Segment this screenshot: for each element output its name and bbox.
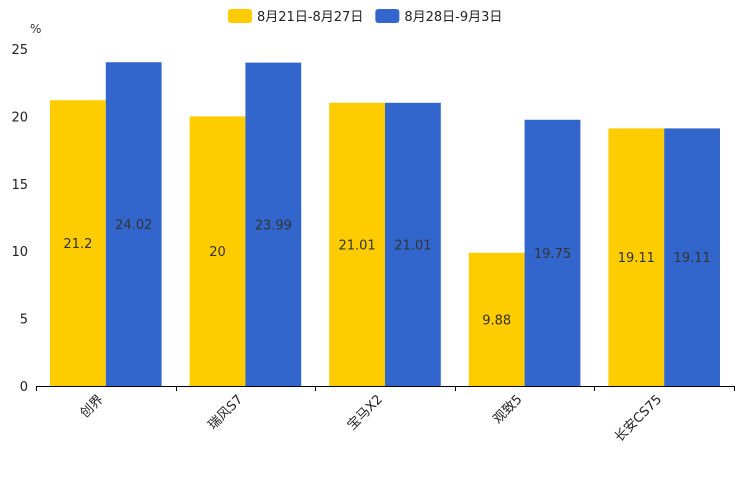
y-tick-label: 5: [20, 313, 28, 328]
x-tick-label: 宝马X2: [345, 392, 386, 433]
data-label: 21.2: [63, 237, 92, 252]
x-tick-label: 瑞风S7: [206, 392, 247, 433]
data-label: 21.01: [338, 238, 375, 253]
bar: [329, 102, 385, 386]
data-label: 9.88: [482, 313, 511, 328]
bars: 21.2 24.02 20 23.99 21.01 21.01 9.88 19.75 19.11…: [50, 62, 720, 387]
bar: [524, 119, 581, 387]
y-tick-label: 15: [11, 178, 28, 193]
x-axis: 创界 瑞风S7 宝马X2 观致5 长安CS75: [36, 386, 735, 445]
y-axis-label: %: [30, 22, 41, 36]
data-label: 21.01: [394, 238, 431, 253]
legend-swatch[interactable]: [375, 9, 400, 23]
y-tick-label: 0: [20, 380, 28, 395]
data-label: 19.75: [534, 247, 571, 262]
data-label: 19.11: [618, 251, 655, 266]
bar: [664, 128, 720, 386]
y-axis: 0 5 10 15 20 25: [11, 43, 28, 395]
bar: [245, 62, 302, 386]
data-label: 23.99: [255, 218, 292, 233]
legend-label[interactable]: 8月21日-8月27日: [257, 10, 363, 25]
y-tick-label: 10: [11, 245, 28, 260]
bar: [608, 128, 665, 386]
legend: 8月21日-8月27日 8月28日-9月3日: [228, 9, 502, 25]
x-tick-label: 创界: [78, 392, 107, 421]
legend-label[interactable]: 8月28日-9月3日: [404, 10, 502, 25]
bar: [468, 252, 525, 386]
data-label: 24.02: [115, 218, 152, 233]
bar: [189, 116, 246, 387]
bar: [385, 102, 441, 386]
bar: [50, 100, 106, 386]
legend-swatch[interactable]: [228, 9, 252, 23]
y-tick-label: 25: [11, 43, 28, 58]
x-tick-label: 观致5: [491, 392, 526, 427]
data-label: 20: [209, 245, 226, 260]
data-label: 19.11: [673, 251, 710, 266]
y-tick-label: 20: [11, 110, 28, 125]
bar: [105, 62, 162, 387]
x-tick-label: 长安CS75: [612, 392, 665, 445]
